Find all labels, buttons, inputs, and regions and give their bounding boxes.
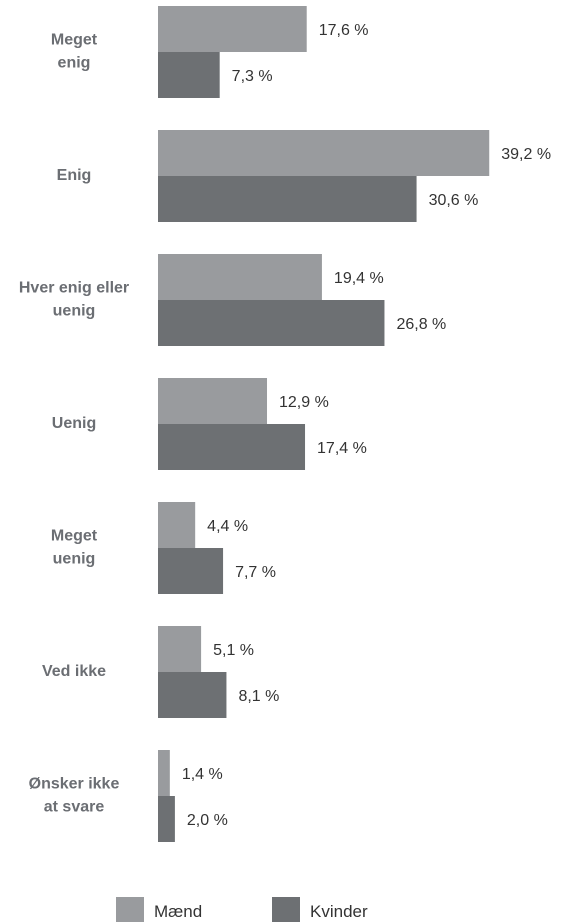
legend-swatch-maend bbox=[116, 897, 144, 922]
category-label-1: Enig bbox=[57, 167, 92, 184]
category-label-3: Uenig bbox=[52, 415, 96, 432]
category-label-5: Ved ikke bbox=[42, 663, 106, 680]
data-label-maend-0: 17,6 % bbox=[319, 22, 369, 39]
data-label-maend-1: 39,2 % bbox=[501, 146, 551, 163]
data-label-maend-3: 12,9 % bbox=[279, 394, 329, 411]
data-label-maend-6: 1,4 % bbox=[182, 766, 223, 783]
bar-kvinder-0 bbox=[158, 52, 220, 98]
bar-maend-3 bbox=[158, 378, 268, 424]
bar-maend-1 bbox=[158, 130, 490, 176]
category-label-6: Ønsker ikke at svare bbox=[29, 776, 120, 816]
data-label-maend-5: 5,1 % bbox=[213, 642, 254, 659]
legend-swatch-kvinder bbox=[272, 897, 300, 922]
data-label-kvinder-5: 8,1 % bbox=[238, 688, 279, 705]
data-label-kvinder-3: 17,4 % bbox=[317, 440, 367, 457]
data-label-kvinder-0: 7,3 % bbox=[232, 68, 273, 85]
bar-maend-0 bbox=[158, 6, 307, 52]
bars-group: 17,6 % 7,3 % 39,2 % 30,6 % 19,4 % 26,8 % 12,9 … bbox=[158, 6, 551, 842]
bar-kvinder-5 bbox=[158, 672, 227, 718]
bar-maend-6 bbox=[158, 750, 170, 796]
bar-kvinder-1 bbox=[158, 176, 417, 222]
data-label-kvinder-6: 2,0 % bbox=[187, 812, 228, 829]
legend-label-maend: Mænd bbox=[154, 902, 202, 921]
category-label-0: Meget enig bbox=[51, 32, 98, 72]
bar-kvinder-4 bbox=[158, 548, 224, 594]
bar-kvinder-3 bbox=[158, 424, 306, 470]
bar-kvinder-2 bbox=[158, 300, 385, 346]
data-label-maend-4: 4,4 % bbox=[207, 518, 248, 535]
category-label-4: Meget uenig bbox=[51, 528, 98, 568]
bar-maend-2 bbox=[158, 254, 322, 300]
bar-kvinder-6 bbox=[158, 796, 175, 842]
legend: Mænd Kvinder bbox=[116, 897, 368, 922]
bar-maend-5 bbox=[158, 626, 202, 672]
data-label-kvinder-2: 26,8 % bbox=[396, 316, 446, 333]
data-label-maend-2: 19,4 % bbox=[334, 270, 384, 287]
category-label-2: Hver enig eller uenig bbox=[19, 280, 129, 320]
data-label-kvinder-1: 30,6 % bbox=[429, 192, 479, 209]
data-label-kvinder-4: 7,7 % bbox=[235, 564, 276, 581]
category-labels: Meget enig Enig Hver enig eller uenig Uenig Me… bbox=[19, 32, 129, 816]
legend-label-kvinder: Kvinder bbox=[310, 902, 368, 921]
bar-maend-4 bbox=[158, 502, 196, 548]
